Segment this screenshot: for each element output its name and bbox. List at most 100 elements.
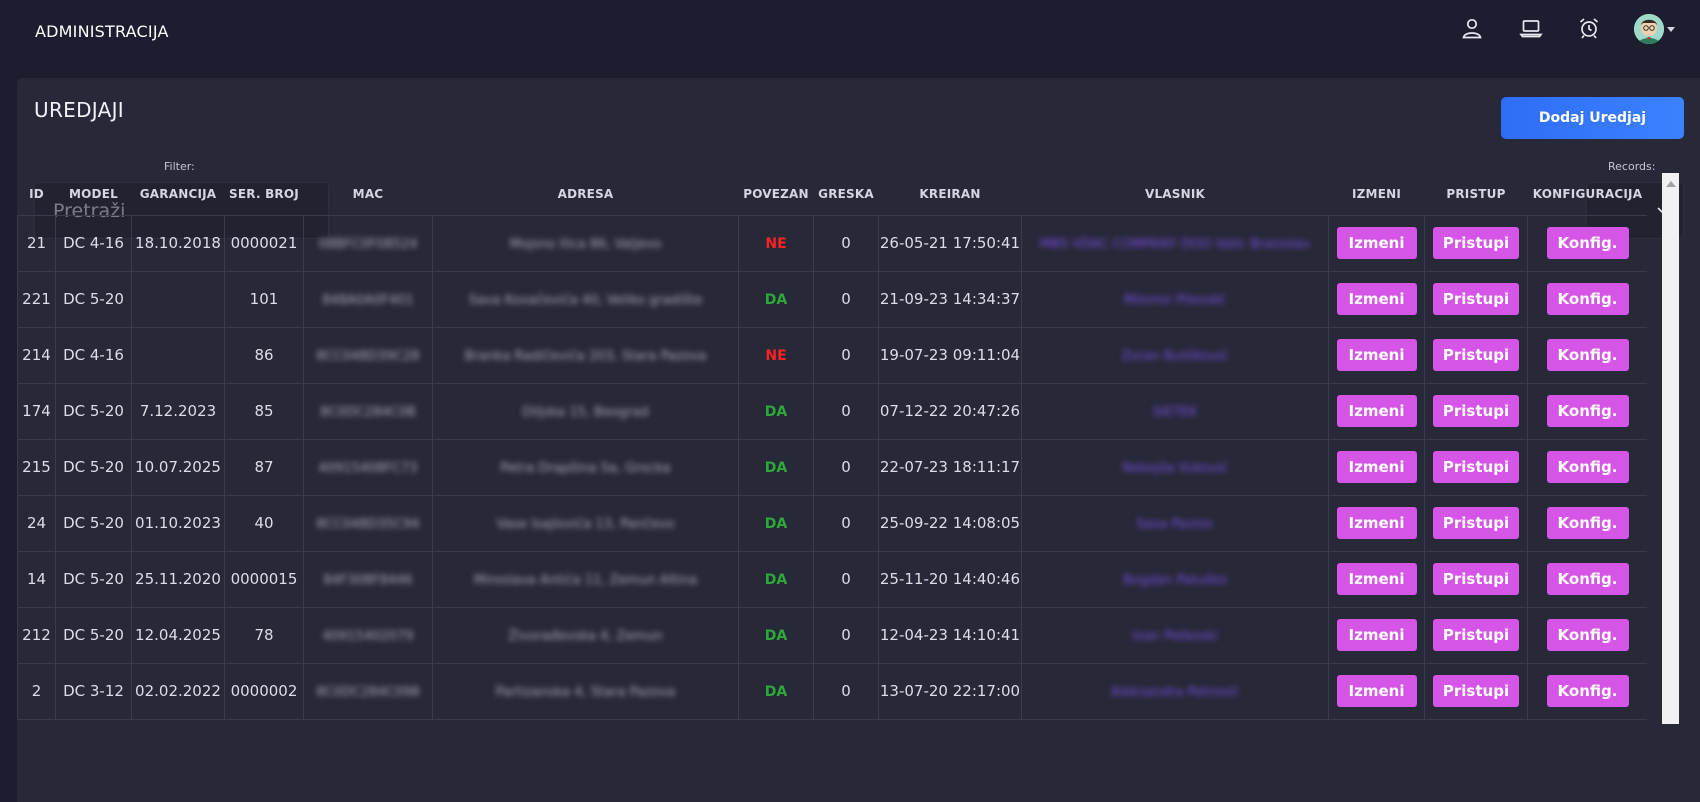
owner-link[interactable]: SIETEK xyxy=(1152,405,1198,420)
cell-konfiguracija: Konfig. xyxy=(1527,382,1647,440)
column-header-ser-broj[interactable]: SER. BROJ xyxy=(224,173,304,216)
cell-pristup: Pristupi xyxy=(1424,662,1528,720)
owner-link[interactable]: Bogdan Patuško xyxy=(1122,573,1228,588)
config-button[interactable]: Konfig. xyxy=(1546,507,1629,539)
config-button[interactable]: Konfig. xyxy=(1546,283,1629,315)
mac-value: 8C0DC284C0B xyxy=(320,405,416,420)
owner-link[interactable]: Aleksandra Petrović xyxy=(1110,685,1240,700)
cell-konfiguracija: Konfig. xyxy=(1527,494,1647,552)
cell-vlasnik: Sasa Pavlov xyxy=(1021,494,1329,552)
cell-model: DC 5-20 xyxy=(55,438,132,496)
edit-button[interactable]: Izmeni xyxy=(1336,563,1417,595)
owner-link[interactable]: Nebojša Vuković xyxy=(1121,461,1229,476)
cell-model: DC 4-16 xyxy=(55,326,132,384)
access-button[interactable]: Pristupi xyxy=(1433,227,1519,259)
owner-link[interactable]: MBS VDAC COMPANY DOO Valic Branislav xyxy=(1039,237,1311,252)
cell-ser-broj: 87 xyxy=(224,438,304,496)
avatar[interactable] xyxy=(1634,14,1664,44)
cell-mac: 8CC048D39C28 xyxy=(303,326,433,384)
cell-adresa: Živorađevska 4, Zemun xyxy=(432,606,739,664)
top-bar: ADMINISTRACIJA xyxy=(0,0,1700,76)
edit-button[interactable]: Izmeni xyxy=(1336,227,1417,259)
column-header-greska[interactable]: GRESKA xyxy=(813,173,879,216)
config-button[interactable]: Konfig. xyxy=(1546,451,1629,483)
edit-button[interactable]: Izmeni xyxy=(1336,451,1417,483)
column-header-mac[interactable]: MAC xyxy=(303,173,433,216)
cell-ser-broj: 78 xyxy=(224,606,304,664)
add-device-button[interactable]: Dodaj Uredjaj xyxy=(1501,97,1684,139)
cell-kreiran: 22-07-23 18:11:17 xyxy=(878,438,1022,496)
column-header-kreiran[interactable]: KREIRAN xyxy=(878,173,1022,216)
config-button[interactable]: Konfig. xyxy=(1546,619,1629,651)
config-button[interactable]: Konfig. xyxy=(1546,395,1629,427)
connection-status: DA xyxy=(764,572,788,588)
cell-garancija: 01.10.2023 xyxy=(131,494,225,552)
owner-link[interactable]: Sasa Pavlov xyxy=(1136,517,1214,532)
cell-kreiran: 21-09-23 14:34:37 xyxy=(878,270,1022,328)
cell-povezan: DA xyxy=(738,382,814,440)
owner-link[interactable]: Zoran Bulišković xyxy=(1121,349,1229,364)
access-button[interactable]: Pristupi xyxy=(1433,395,1519,427)
column-header-izmeni: IZMENI xyxy=(1328,173,1425,216)
edit-button[interactable]: Izmeni xyxy=(1336,339,1417,371)
access-button[interactable]: Pristupi xyxy=(1433,507,1519,539)
cell-pristup: Pristupi xyxy=(1424,494,1528,552)
cell-izmeni: Izmeni xyxy=(1328,438,1425,496)
address-value: Diljska 15, Beograd xyxy=(522,405,649,420)
edit-button[interactable]: Izmeni xyxy=(1336,395,1417,427)
cell-povezan: NE xyxy=(738,326,814,384)
cell-vlasnik: Nebojša Vuković xyxy=(1021,438,1329,496)
alarm-clock-icon[interactable] xyxy=(1576,14,1602,42)
cell-kreiran: 25-11-20 14:40:46 xyxy=(878,550,1022,608)
cell-mac: 40915402079 xyxy=(303,606,433,664)
cell-id: 21 xyxy=(17,214,56,272)
column-header-povezan[interactable]: POVEZAN xyxy=(738,173,814,216)
address-value: Petra Drapšina 5a, Grocka xyxy=(500,461,671,476)
cell-ser-broj: 0000021 xyxy=(224,214,304,272)
config-button[interactable]: Konfig. xyxy=(1546,339,1629,371)
column-header-garancija[interactable]: GARANCIJA xyxy=(131,173,225,216)
access-button[interactable]: Pristupi xyxy=(1433,283,1519,315)
edit-button[interactable]: Izmeni xyxy=(1336,675,1417,707)
edit-button[interactable]: Izmeni xyxy=(1336,619,1417,651)
connection-status: DA xyxy=(764,460,788,476)
edit-button[interactable]: Izmeni xyxy=(1336,507,1417,539)
access-button[interactable]: Pristupi xyxy=(1433,339,1519,371)
column-header-vlasnik[interactable]: VLASNIK xyxy=(1021,173,1329,216)
user-icon[interactable] xyxy=(1459,14,1485,42)
owner-link[interactable]: Ivan Petkoski xyxy=(1132,629,1218,644)
connection-status: DA xyxy=(764,516,788,532)
user-menu[interactable] xyxy=(1634,13,1675,45)
access-button[interactable]: Pristupi xyxy=(1433,619,1519,651)
address-value: Živorađevska 4, Zemun xyxy=(508,629,663,644)
column-header-model[interactable]: MODEL xyxy=(55,173,132,216)
cell-ser-broj: 85 xyxy=(224,382,304,440)
connection-status: DA xyxy=(764,404,788,420)
column-header-adresa[interactable]: ADRESA xyxy=(432,173,739,216)
config-button[interactable]: Konfig. xyxy=(1546,675,1629,707)
config-button[interactable]: Konfig. xyxy=(1546,563,1629,595)
access-button[interactable]: Pristupi xyxy=(1433,563,1519,595)
connection-status: NE xyxy=(765,236,787,252)
laptop-icon[interactable] xyxy=(1518,14,1544,42)
cell-ser-broj: 0000015 xyxy=(224,550,304,608)
cell-model: DC 4-16 xyxy=(55,214,132,272)
cell-konfiguracija: Konfig. xyxy=(1527,270,1647,328)
column-header-id[interactable]: ID xyxy=(17,173,56,216)
access-button[interactable]: Pristupi xyxy=(1433,451,1519,483)
cell-vlasnik: Bogdan Patuško xyxy=(1021,550,1329,608)
cell-id: 215 xyxy=(17,438,56,496)
owner-link[interactable]: Milomir Pilendić xyxy=(1123,293,1227,308)
table-scrollbar[interactable] xyxy=(1662,173,1679,724)
config-button[interactable]: Konfig. xyxy=(1546,227,1629,259)
access-button[interactable]: Pristupi xyxy=(1433,675,1519,707)
cell-greska: 0 xyxy=(813,550,879,608)
cell-konfiguracija: Konfig. xyxy=(1527,550,1647,608)
cell-model: DC 5-20 xyxy=(55,382,132,440)
cell-mac: 8CC048D35C94 xyxy=(303,494,433,552)
edit-button[interactable]: Izmeni xyxy=(1336,283,1417,315)
cell-mac: 8C0DC284C098 xyxy=(303,662,433,720)
scroll-up-icon[interactable] xyxy=(1666,181,1676,187)
cell-adresa: Miroslava Antića 11, Zemun Altina xyxy=(432,550,739,608)
table-header: ID MODEL GARANCIJA SER. BROJ MAC ADRESA … xyxy=(17,173,1647,216)
